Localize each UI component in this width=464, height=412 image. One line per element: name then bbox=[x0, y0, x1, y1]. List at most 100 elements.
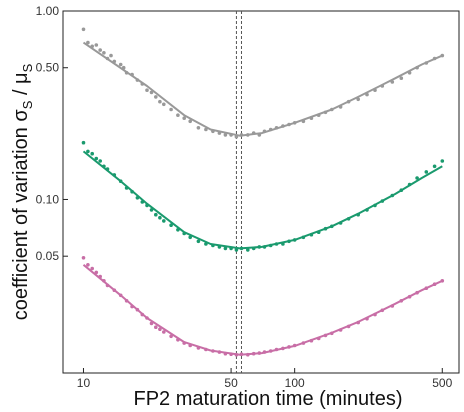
data-point bbox=[246, 133, 250, 137]
data-point bbox=[211, 129, 215, 134]
data-point bbox=[169, 223, 173, 227]
x-tick-label: 10 bbox=[77, 376, 91, 390]
data-point bbox=[81, 255, 86, 260]
data-point bbox=[105, 167, 110, 171]
data-point bbox=[188, 119, 192, 124]
data-point bbox=[162, 219, 166, 223]
data-point bbox=[365, 208, 369, 212]
data-point bbox=[440, 159, 445, 163]
data-point bbox=[407, 182, 412, 187]
data-point bbox=[380, 199, 385, 203]
data-point bbox=[316, 230, 321, 234]
y-tick-label: 0.10 bbox=[36, 192, 60, 206]
data-point bbox=[338, 221, 343, 225]
data-point bbox=[274, 242, 279, 246]
data-point bbox=[112, 59, 117, 64]
data-point bbox=[239, 352, 244, 357]
data-point bbox=[176, 113, 180, 117]
data-point bbox=[118, 179, 123, 183]
data-point bbox=[330, 107, 334, 112]
data-point bbox=[346, 217, 351, 221]
fit-line-0 bbox=[82, 41, 443, 137]
y-axis-title-mid: / μ bbox=[10, 72, 32, 100]
data-point bbox=[274, 126, 279, 130]
data-point bbox=[373, 203, 377, 208]
data-point bbox=[251, 246, 256, 251]
data-point bbox=[81, 140, 86, 145]
data-point bbox=[287, 122, 291, 127]
x-tick-label: 100 bbox=[285, 376, 305, 390]
data-point bbox=[102, 164, 106, 169]
data-point bbox=[292, 238, 297, 242]
data-point bbox=[130, 72, 134, 77]
data-point bbox=[281, 346, 285, 351]
data-point bbox=[390, 193, 395, 198]
data-point bbox=[124, 299, 129, 303]
data-point bbox=[281, 242, 285, 246]
data-point bbox=[229, 246, 233, 251]
data-point bbox=[109, 53, 113, 58]
data-point bbox=[196, 126, 201, 130]
data-point bbox=[90, 151, 94, 156]
data-point bbox=[162, 330, 166, 334]
data-point bbox=[246, 352, 250, 357]
data-point bbox=[223, 351, 228, 356]
data-point bbox=[330, 331, 334, 336]
data-point bbox=[239, 246, 244, 251]
x-axis-title: FP2 maturation time (minutes) bbox=[134, 388, 403, 410]
data-point bbox=[211, 349, 215, 353]
data-point bbox=[102, 51, 106, 55]
data-point bbox=[124, 71, 129, 75]
data-point bbox=[373, 312, 377, 317]
data-point bbox=[90, 44, 94, 49]
data-point bbox=[149, 321, 154, 326]
data-point bbox=[440, 279, 445, 283]
data-point bbox=[112, 288, 117, 293]
data-point bbox=[316, 336, 321, 341]
data-point bbox=[262, 350, 267, 354]
data-point bbox=[196, 346, 201, 350]
data-point bbox=[204, 127, 208, 132]
series-1 bbox=[81, 140, 445, 252]
data-point bbox=[158, 99, 162, 104]
reference-lines bbox=[235, 11, 242, 373]
data-point bbox=[86, 149, 90, 154]
data-point bbox=[98, 48, 102, 52]
data-point bbox=[380, 84, 385, 88]
data-point bbox=[118, 62, 123, 67]
data-point bbox=[257, 133, 262, 137]
data-point bbox=[346, 99, 351, 104]
data-point bbox=[154, 212, 158, 217]
data-point bbox=[424, 286, 429, 291]
data-point bbox=[415, 176, 419, 180]
data-series bbox=[81, 27, 445, 357]
data-point bbox=[323, 226, 328, 231]
data-point bbox=[323, 110, 328, 115]
data-point bbox=[424, 170, 429, 174]
data-point bbox=[415, 290, 419, 295]
data-point bbox=[274, 347, 279, 352]
data-point bbox=[182, 341, 186, 345]
data-point bbox=[94, 270, 99, 275]
data-point bbox=[90, 266, 94, 271]
y-tick-label: 0.50 bbox=[36, 61, 60, 75]
data-point bbox=[176, 338, 180, 342]
data-point bbox=[251, 131, 256, 135]
data-point bbox=[365, 92, 369, 97]
data-point bbox=[309, 232, 314, 237]
data-point bbox=[217, 131, 222, 135]
data-point bbox=[246, 248, 250, 252]
data-point bbox=[373, 88, 377, 92]
data-point bbox=[257, 245, 262, 249]
data-point bbox=[105, 283, 110, 288]
data-point bbox=[223, 133, 228, 137]
data-point bbox=[154, 95, 158, 99]
data-point bbox=[323, 333, 328, 338]
data-point bbox=[281, 124, 285, 128]
data-point bbox=[301, 341, 306, 345]
data-point bbox=[86, 40, 90, 45]
data-point bbox=[176, 228, 180, 232]
data-point bbox=[301, 119, 306, 124]
data-point bbox=[268, 243, 273, 248]
data-point bbox=[169, 334, 173, 339]
